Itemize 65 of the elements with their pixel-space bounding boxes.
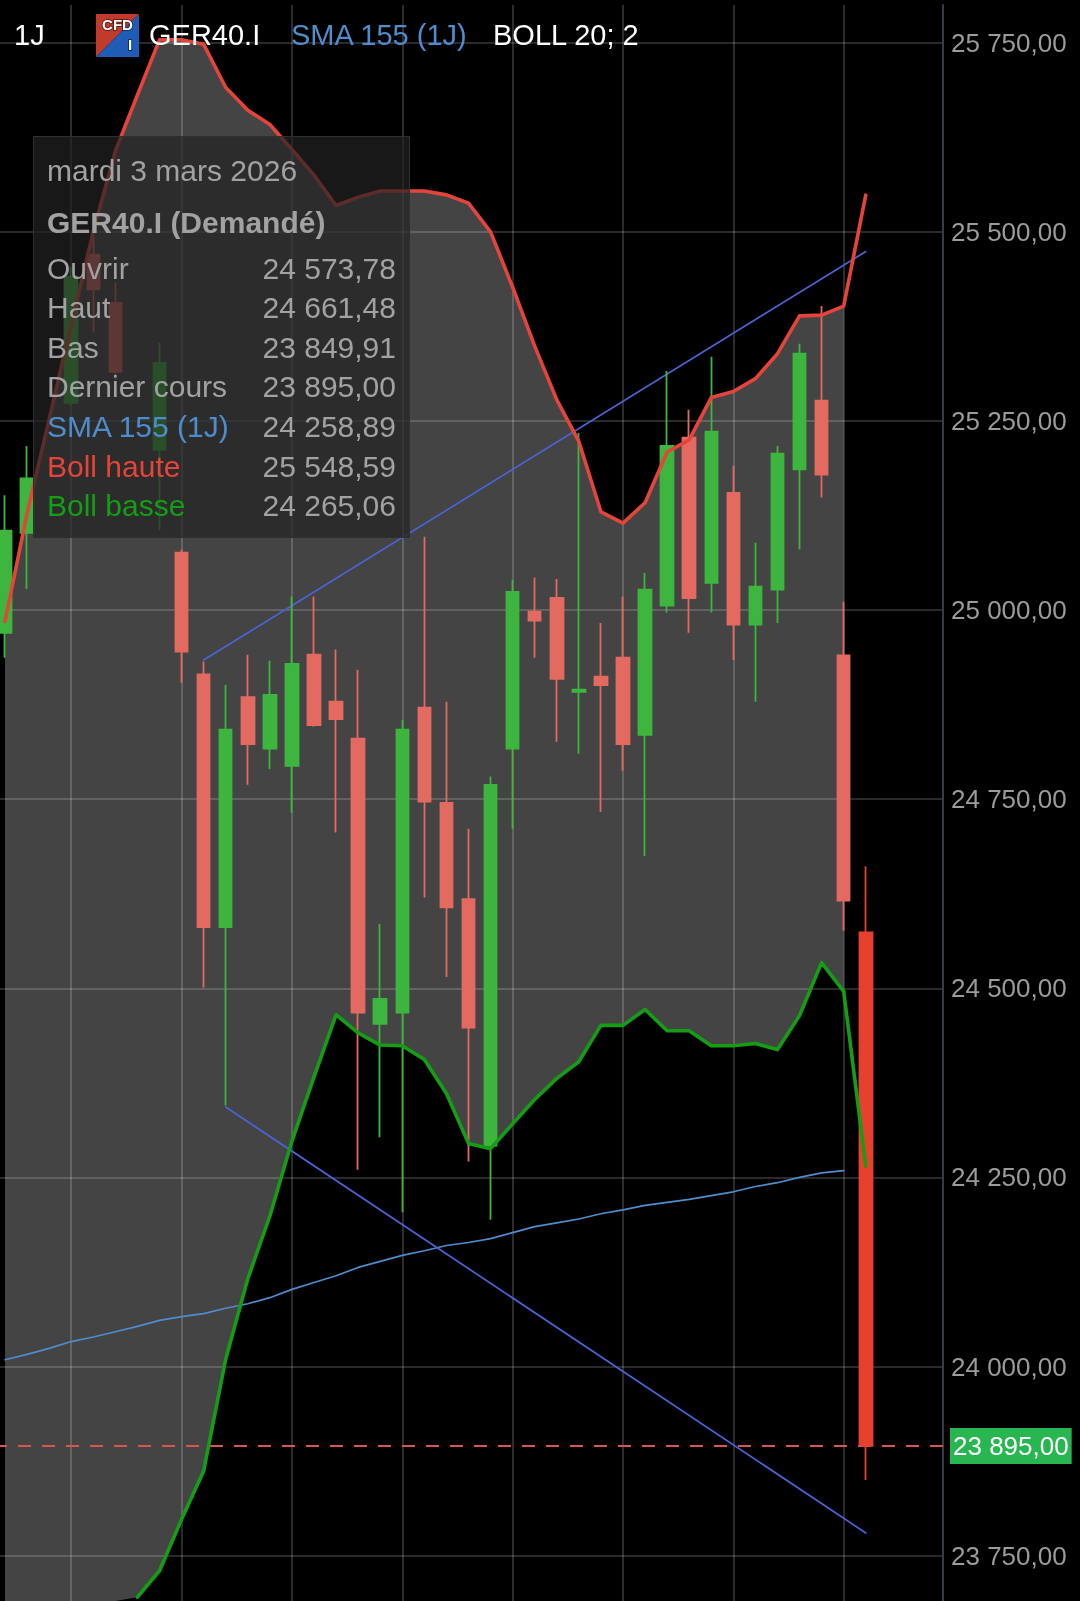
text: SMA 155 (1J): [291, 19, 467, 51]
y-tick-label: 24 500,00: [951, 973, 1067, 1004]
candlestick: [372, 923, 388, 1139]
y-tick-label: 25 750,00: [951, 27, 1067, 58]
annotation: 24 258,89: [262, 409, 396, 445]
annotation: GER40.I (Demandé): [47, 205, 327, 241]
annotation: Ouvrir: [47, 252, 129, 285]
candlestick: [770, 445, 785, 624]
candlestick: [792, 342, 807, 551]
candlestick: [262, 659, 278, 770]
annotation: 23 849,91: [262, 330, 396, 366]
annotation: Dernier cours: [47, 370, 228, 403]
annotation: I: [127, 36, 133, 53]
annotation: mardi 3 mars 2026: [47, 153, 299, 189]
annotation: 24 661,48: [262, 290, 396, 326]
ref-line-label: 23 895,00: [953, 1430, 1069, 1461]
y-tick-label: 25 500,00: [951, 216, 1067, 247]
candlestick: [571, 432, 587, 755]
y-tick-label: 24 000,00: [951, 1351, 1067, 1382]
candlestick: [704, 355, 719, 614]
candlestick: [417, 535, 432, 899]
candlestick: [306, 595, 322, 728]
candlestick: [593, 622, 609, 813]
annotation: 1J: [14, 18, 45, 53]
candlestick: [395, 718, 410, 1214]
candlestick: [858, 865, 874, 1481]
annotation: 25 548,59: [262, 449, 396, 485]
candlestick: [196, 660, 211, 989]
line-series: [4, 1169, 845, 1361]
annotation: 23 895,00: [262, 369, 396, 405]
annotation: 24 573,78: [262, 251, 396, 287]
candlestick: [549, 578, 565, 743]
candlestick: [659, 370, 675, 614]
candlestick: [505, 578, 520, 830]
candlestick: [350, 668, 366, 1171]
candlestick: [240, 653, 256, 786]
y-tick-label: 23 750,00: [951, 1540, 1067, 1571]
text: GER40.I: [149, 18, 261, 53]
candlestick: [461, 827, 476, 1163]
annotation: Haut: [47, 291, 111, 324]
candlestick: [218, 684, 233, 1107]
y-tick-label: 24 750,00: [951, 784, 1067, 815]
y-tick-label: 24 250,00: [951, 1162, 1067, 1193]
annotation: Bas: [47, 331, 99, 364]
series-label: Boll haute: [47, 450, 181, 483]
candlestick: [483, 775, 498, 1221]
candlestick: [726, 464, 741, 661]
text: SMA 155 (1J): [47, 410, 229, 443]
candlestick: [637, 572, 653, 857]
candlestick: [836, 600, 851, 932]
candlestick: [284, 595, 300, 814]
candlestick: [814, 305, 829, 499]
candlestick: [439, 700, 454, 978]
candlestick: [174, 548, 189, 684]
text: Boll basse: [47, 489, 186, 522]
candlestick: [615, 595, 631, 772]
y-tick-label: 25 250,00: [951, 406, 1067, 437]
y-tick-label: 25 000,00: [951, 595, 1067, 626]
candlestick: [681, 408, 697, 634]
annotation: 24 265,06: [262, 488, 396, 524]
line-series: [135, 960, 868, 1600]
candlestick: [748, 541, 763, 703]
candlestick: [527, 576, 542, 659]
annotation: BOLL 20; 2: [493, 18, 639, 53]
candlestick: [328, 648, 344, 834]
